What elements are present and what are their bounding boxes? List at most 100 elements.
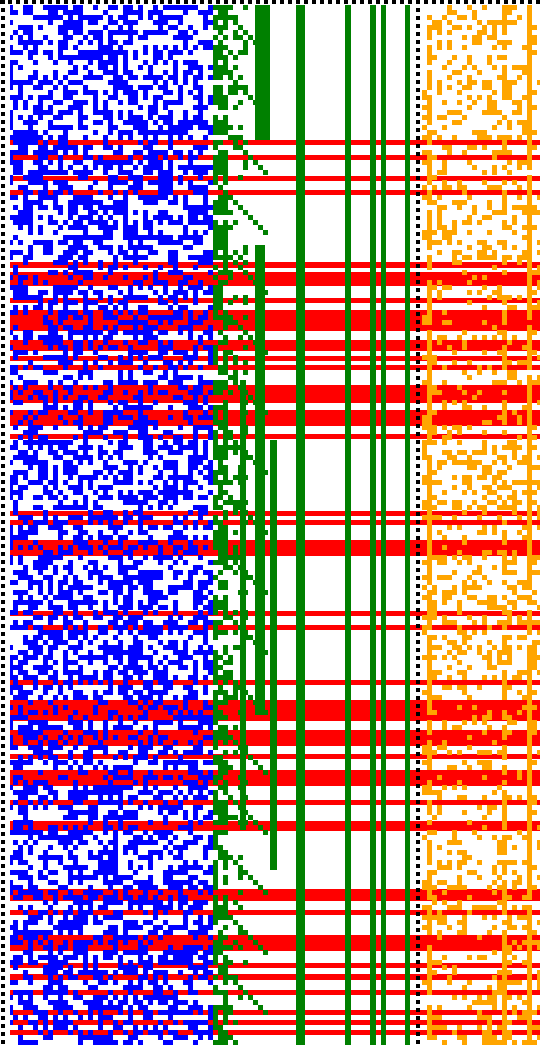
orange-cell <box>517 515 522 520</box>
blue-cell <box>163 290 168 295</box>
orange-cell <box>422 475 432 480</box>
orange-cell <box>427 955 432 960</box>
orange-cell <box>477 875 482 880</box>
blue-cell <box>88 315 93 320</box>
blue-cell <box>198 890 203 895</box>
green-cell <box>213 140 223 145</box>
blue-cell <box>203 700 208 705</box>
orange-cell <box>462 855 472 860</box>
green-cell <box>218 340 228 345</box>
blue-cell <box>198 515 203 520</box>
green-cell <box>253 1000 258 1005</box>
blue-cell <box>43 185 48 190</box>
blue-cell <box>158 835 168 840</box>
blue-cell <box>118 245 123 250</box>
blue-cell <box>8 60 18 65</box>
blue-cell <box>148 180 173 185</box>
blue-cell <box>193 795 208 800</box>
blue-cell <box>23 975 33 980</box>
blue-cell <box>38 590 43 595</box>
blue-cell <box>133 670 148 675</box>
orange-cell <box>497 485 512 490</box>
blue-cell <box>188 360 193 365</box>
blue-cell <box>163 820 168 825</box>
blue-cell <box>208 645 213 650</box>
blue-cell <box>138 305 148 310</box>
orange-cell <box>427 565 432 570</box>
blue-cell <box>138 410 143 415</box>
blue-cell <box>128 655 153 660</box>
blue-cell <box>203 960 213 965</box>
green-cell <box>213 745 218 750</box>
orange-cell <box>527 355 532 360</box>
blue-cell <box>203 465 213 470</box>
orange-cell <box>467 595 477 600</box>
blue-cell <box>128 1005 133 1010</box>
orange-cell <box>527 190 532 195</box>
blue-cell <box>58 550 73 555</box>
blue-cell <box>153 95 163 100</box>
orange-cell <box>427 910 432 915</box>
blue-cell <box>88 1010 93 1015</box>
green-cell <box>213 360 218 365</box>
blue-cell <box>113 1020 118 1025</box>
green-cell <box>218 550 228 555</box>
blue-cell <box>23 255 33 260</box>
blue-cell <box>123 275 128 280</box>
blue-cell <box>138 980 143 985</box>
blue-cell <box>48 960 68 965</box>
orange-cell <box>502 960 512 965</box>
blue-cell <box>153 280 168 285</box>
blue-cell <box>143 200 158 205</box>
green-cell <box>243 330 248 335</box>
blue-cell <box>48 450 58 455</box>
blue-cell <box>208 750 213 755</box>
orange-cell <box>422 415 432 420</box>
orange-cell <box>502 685 512 690</box>
blue-cell <box>208 890 213 895</box>
blue-cell <box>158 855 163 860</box>
blue-cell <box>73 490 83 495</box>
blue-cell <box>153 555 173 560</box>
orange-cell <box>427 390 442 395</box>
blue-cell <box>193 815 198 820</box>
green-cell <box>213 985 218 990</box>
blue-cell <box>183 295 188 300</box>
blue-cell <box>103 775 108 780</box>
green-cell <box>233 355 238 360</box>
blue-cell <box>18 730 43 735</box>
blue-cell <box>173 785 178 790</box>
orange-cell <box>427 570 432 575</box>
green-cell <box>213 710 223 715</box>
blue-cell <box>158 1020 163 1025</box>
orange-cell <box>437 280 442 285</box>
orange-cell <box>457 550 462 555</box>
blue-cell <box>23 440 73 445</box>
blue-cell <box>188 820 193 825</box>
blue-cell <box>183 225 188 230</box>
blue-cell <box>188 990 198 995</box>
green-cell <box>213 705 218 710</box>
orange-cell <box>502 270 507 275</box>
orange-cell <box>472 1000 497 1005</box>
blue-cell <box>103 720 108 725</box>
orange-cell <box>527 700 532 705</box>
green-cell <box>233 80 238 85</box>
blue-cell <box>193 345 198 350</box>
blue-cell <box>8 1005 13 1010</box>
blue-cell <box>128 1010 133 1015</box>
orange-cell <box>427 470 437 475</box>
orange-cell <box>437 225 447 230</box>
blue-cell <box>98 265 103 270</box>
orange-cell <box>527 985 532 990</box>
orange-cell <box>527 180 532 185</box>
green-cell <box>238 100 243 105</box>
orange-cell <box>482 915 487 920</box>
blue-cell <box>98 190 103 195</box>
blue-cell <box>168 220 183 225</box>
blue-cell <box>53 515 58 520</box>
blue-cell <box>73 995 83 1000</box>
blue-cell <box>63 270 68 275</box>
green-cell <box>248 995 253 1000</box>
blue-cell <box>173 150 183 155</box>
